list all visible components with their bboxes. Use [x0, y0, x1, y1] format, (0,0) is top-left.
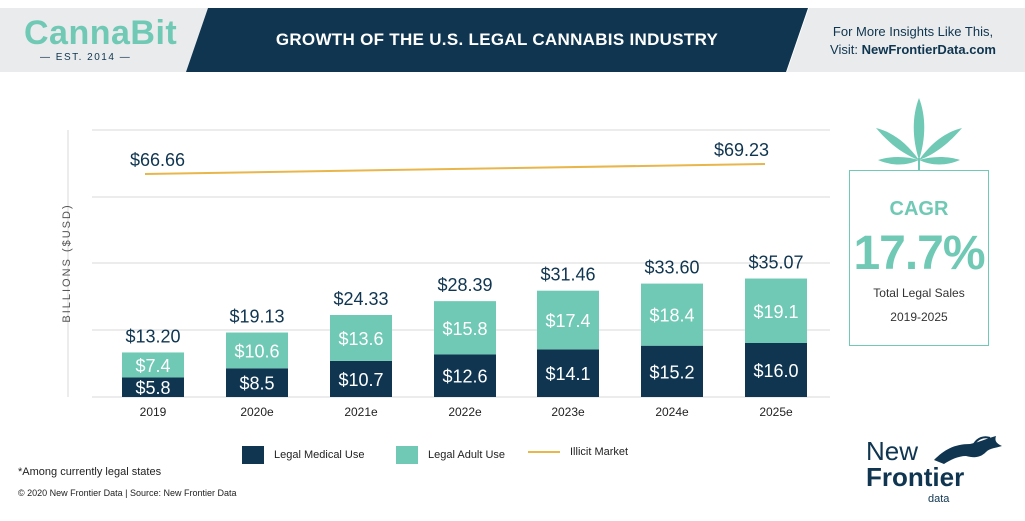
chart-title: GROWTH OF THE U.S. LEGAL CANNABIS INDUST…	[275, 30, 719, 49]
data-label-total-2022e: $28.39	[437, 275, 492, 295]
cagr-period: 2019-2025	[890, 310, 948, 324]
header-title-banner	[186, 8, 808, 72]
data-label-medical-2022e: $12.6	[442, 367, 487, 387]
legend-label-medical: Legal Medical Use	[274, 448, 365, 461]
cagr-label: CAGR	[889, 198, 949, 220]
cagr-description: Total Legal Sales	[873, 286, 965, 300]
cannabis-leaf-icon	[876, 98, 962, 178]
illicit-end-label: $69.23	[714, 140, 769, 160]
legend-item-medical: Legal Medical Use	[242, 446, 365, 464]
x-tick-label-2019: 2019	[140, 405, 167, 419]
logo-established: — EST. 2014 —	[40, 52, 132, 63]
promo-link[interactable]: NewFrontierData.com	[861, 42, 996, 57]
cannabit-logo[interactable]: CannaBit	[24, 14, 178, 52]
legend-item-illicit: Illicit Market	[528, 446, 628, 464]
x-tick-label-2024e: 2024e	[655, 405, 689, 419]
bar-adult-2024e	[641, 283, 703, 346]
legend-swatch-illicit	[528, 451, 560, 454]
data-label-medical-2019: $5.8	[135, 378, 170, 398]
y-axis-label: BILLIONS ($USD)	[61, 203, 73, 322]
data-label-adult-2021e: $13.6	[338, 329, 383, 349]
data-label-total-2020e: $19.13	[229, 307, 284, 327]
promo-link-line: Visit: NewFrontierData.com	[808, 42, 1018, 57]
data-label-medical-2025e: $16.0	[753, 361, 798, 381]
horse-icon	[934, 436, 1002, 464]
data-label-total-2025e: $35.07	[748, 253, 803, 273]
bar-medical-2021e	[330, 360, 392, 397]
bar-medical-2019	[122, 377, 184, 397]
data-label-adult-2019: $7.4	[135, 356, 170, 376]
legend-swatch-adult	[396, 446, 418, 464]
bar-medical-2022e	[434, 354, 496, 397]
bar-medical-2025e	[745, 343, 807, 397]
bar-medical-2023e	[537, 349, 599, 397]
data-label-adult-2024e: $18.4	[649, 306, 694, 326]
data-label-total-2019: $13.20	[125, 326, 180, 346]
bar-adult-2023e	[537, 290, 599, 350]
data-label-adult-2025e: $19.1	[753, 302, 798, 322]
cagr-value: 17.7%	[853, 227, 985, 280]
cagr-box	[849, 170, 989, 346]
x-tick-label-2022e: 2022e	[448, 405, 482, 419]
bar-adult-2021e	[330, 314, 392, 361]
data-label-total-2021e: $24.33	[333, 289, 388, 309]
bar-adult-2025e	[745, 278, 807, 343]
x-tick-label-2020e: 2020e	[240, 405, 274, 419]
data-label-medical-2021e: $10.7	[338, 370, 383, 390]
data-label-total-2024e: $33.60	[644, 258, 699, 278]
x-tick-label-2021e: 2021e	[344, 405, 378, 419]
legend-swatch-medical	[242, 446, 264, 464]
footnote: *Among currently legal states	[18, 466, 162, 478]
bar-adult-2022e	[434, 301, 496, 355]
data-label-adult-2020e: $10.6	[234, 341, 279, 361]
bar-medical-2024e	[641, 345, 703, 397]
illicit-market-line	[144, 162, 766, 175]
data-label-adult-2023e: $17.4	[545, 311, 590, 331]
promo-text: For More Insights Like This,	[832, 24, 994, 39]
data-label-medical-2024e: $15.2	[649, 362, 694, 382]
data-label-total-2023e: $31.46	[540, 265, 595, 285]
x-tick-label-2023e: 2023e	[551, 405, 585, 419]
header-promo-panel	[787, 8, 1025, 72]
brand-frontier: Frontier	[866, 462, 965, 492]
legend-label-adult: Legal Adult Use	[428, 448, 506, 461]
illicit-start-label: $66.66	[130, 150, 185, 170]
data-label-medical-2020e: $8.5	[239, 374, 274, 394]
bar-adult-2020e	[226, 332, 288, 369]
bar-medical-2020e	[226, 368, 288, 397]
data-label-adult-2022e: $15.8	[442, 319, 487, 339]
header-logo-panel	[0, 8, 210, 72]
data-label-medical-2023e: $14.1	[545, 364, 590, 384]
brand-new: New	[866, 436, 919, 466]
copyright-source: © 2020 New Frontier Data | Source: New F…	[18, 488, 237, 498]
bar-adult-2019	[122, 352, 184, 378]
brand-data: data	[928, 493, 950, 505]
legend-item-adult: Legal Adult Use	[396, 446, 505, 464]
legend-label-illicit: Illicit Market	[570, 446, 629, 458]
x-tick-label-2025e: 2025e	[759, 405, 793, 419]
promo-visit-label: Visit:	[830, 42, 862, 57]
